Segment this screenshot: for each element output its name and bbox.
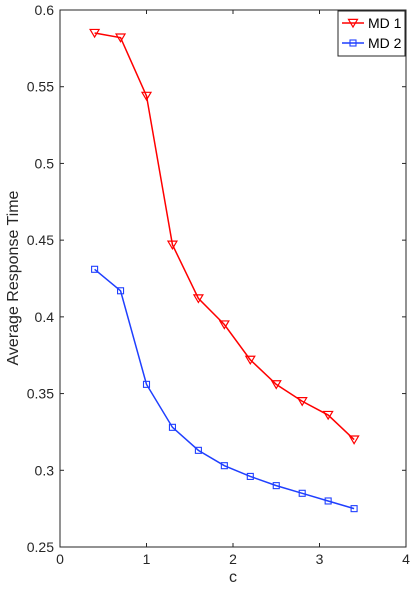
y-tick-label: 0.5 — [35, 155, 55, 171]
data-point — [218, 320, 230, 330]
data-point — [322, 410, 334, 421]
x-axis-label: c — [229, 569, 237, 586]
series-2 — [91, 265, 358, 513]
legend-label: MD 2 — [368, 35, 402, 51]
x-tick-label: 3 — [316, 551, 324, 567]
data-point — [140, 91, 153, 102]
legend-item: MD 2 — [342, 35, 402, 51]
data-point — [296, 397, 308, 407]
data-point — [350, 505, 358, 513]
y-tick-label: 0.3 — [35, 462, 55, 478]
series-layer — [89, 28, 360, 513]
series-line — [94, 32, 355, 441]
data-point — [324, 497, 332, 505]
data-point — [91, 265, 99, 273]
data-point — [117, 287, 125, 295]
axes-layer: 0 1 2 3 4 0.25 0.3 0.35 0.4 0.45 0.5 0.55 0.6 — [27, 2, 410, 567]
x-tick-label: 1 — [143, 551, 151, 567]
data-point — [348, 435, 360, 445]
legend-item: MD 1 — [342, 15, 402, 31]
data-point — [168, 423, 176, 431]
x-tick-label: 4 — [402, 551, 410, 567]
y-tick-label: 0.35 — [27, 386, 54, 402]
data-point — [142, 380, 151, 388]
data-point — [246, 472, 254, 480]
data-point — [166, 240, 178, 250]
data-point — [192, 294, 204, 304]
plot-area — [60, 10, 406, 547]
data-point — [244, 355, 256, 366]
data-point — [272, 482, 280, 490]
series-1 — [89, 28, 360, 445]
legend: MD 1 MD 2 — [337, 10, 406, 57]
legend-marker — [349, 39, 357, 47]
data-point — [115, 33, 127, 43]
data-point — [220, 462, 228, 470]
y-tick-label: 0.55 — [27, 79, 54, 95]
y-axis-label: Average Response Time — [5, 190, 22, 365]
y-tick-label: 0.25 — [27, 539, 54, 555]
legend-marker — [347, 18, 359, 29]
x-tick-label: 0 — [56, 551, 64, 567]
x-tick-label: 2 — [229, 551, 237, 567]
legend-box — [337, 10, 406, 57]
data-point — [298, 489, 306, 497]
data-point — [194, 446, 202, 454]
y-tick-label: 0.45 — [27, 232, 54, 248]
y-tick-label: 0.4 — [35, 309, 55, 325]
y-tick-label: 0.6 — [35, 2, 55, 18]
legend-label: MD 1 — [368, 15, 402, 31]
data-point — [89, 28, 101, 39]
series-line — [94, 268, 355, 510]
data-point — [270, 380, 282, 390]
